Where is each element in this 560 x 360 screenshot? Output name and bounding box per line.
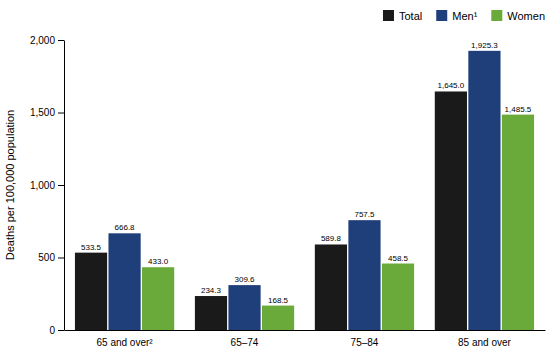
- data-label: 666.8: [115, 223, 136, 232]
- y-axis: 0 500 1,000 1,500 2,000: [30, 35, 65, 336]
- y-tick-label: 1,500: [30, 107, 55, 118]
- bar: [315, 244, 347, 330]
- x-tick: 65–74: [231, 337, 259, 348]
- plot: 0 500 1,000 1,500 2,000 65 and over² 65–74 75–8…: [4, 35, 546, 348]
- data-label: 433.0: [148, 257, 169, 266]
- x-axis-line: [65, 330, 546, 331]
- bar: [502, 115, 534, 330]
- bar: [348, 220, 380, 330]
- chart: 0 500 1,000 1,500 2,000 65 and over² 65–74 75–8…: [0, 0, 560, 360]
- bars: [75, 51, 534, 330]
- legend-label: Men¹: [452, 10, 477, 22]
- legend: Total Men¹ Women: [383, 10, 545, 22]
- legend-item: Men¹: [436, 10, 477, 22]
- legend-item: Total: [383, 10, 422, 22]
- x-axis: 65 and over² 65–74 75–84 85 and over: [65, 331, 546, 349]
- x-tick: 65 and over²: [96, 337, 153, 348]
- data-label: 1,925.3: [471, 41, 498, 50]
- y-tick-mark: [58, 258, 64, 259]
- bar: [262, 306, 294, 330]
- y-axis-title: Deaths per 100,000 population: [4, 110, 16, 260]
- y-tick-label: 0: [49, 325, 55, 336]
- y-tick: 0: [49, 325, 64, 336]
- chart-container: 0 500 1,000 1,500 2,000 65 and over² 65–74 75–8…: [0, 0, 560, 360]
- y-tick-label: 2,000: [30, 35, 55, 46]
- bar: [75, 253, 107, 330]
- y-tick: 2,000: [30, 35, 64, 46]
- bar: [142, 267, 174, 330]
- legend-item: Women: [491, 10, 545, 22]
- y-tick-mark: [58, 330, 64, 331]
- x-tick: 85 and over: [458, 337, 511, 348]
- bar: [468, 51, 500, 330]
- bar: [108, 233, 140, 330]
- data-label: 234.3: [201, 286, 222, 295]
- y-tick: 500: [38, 252, 64, 263]
- data-label: 168.5: [268, 296, 289, 305]
- bar: [228, 285, 260, 330]
- legend-swatch: [383, 10, 394, 21]
- data-label: 757.5: [354, 210, 375, 219]
- y-tick-mark: [58, 113, 64, 114]
- y-tick-label: 500: [38, 252, 55, 263]
- y-tick: 1,500: [30, 107, 64, 118]
- data-labels: 533.5 234.3 589.8 1,645.0 666.8 309.6 757.5 1,9…: [81, 41, 532, 305]
- data-label: 533.5: [81, 243, 102, 252]
- legend-label: Women: [507, 10, 545, 22]
- x-tick-label: 65 and over²: [96, 337, 153, 348]
- bar: [195, 296, 227, 330]
- x-tick-label: 65–74: [231, 337, 259, 348]
- legend-swatch: [491, 10, 502, 21]
- x-tick: 75–84: [351, 337, 379, 348]
- legend-label: Total: [399, 10, 422, 22]
- y-tick-label: 1,000: [30, 180, 55, 191]
- y-axis-line: [64, 41, 65, 331]
- x-tick-label: 75–84: [351, 337, 379, 348]
- data-label: 309.6: [235, 275, 256, 284]
- data-label: 589.8: [321, 234, 342, 243]
- bar: [382, 264, 414, 330]
- data-label: 458.5: [388, 254, 409, 263]
- y-tick: 1,000: [30, 180, 64, 191]
- y-tick-mark: [58, 185, 64, 186]
- y-tick-mark: [58, 40, 64, 41]
- legend-swatch: [436, 10, 447, 21]
- data-label: 1,485.5: [505, 105, 532, 114]
- x-tick-label: 85 and over: [458, 337, 511, 348]
- data-label: 1,645.0: [438, 81, 465, 90]
- bar: [435, 91, 467, 330]
